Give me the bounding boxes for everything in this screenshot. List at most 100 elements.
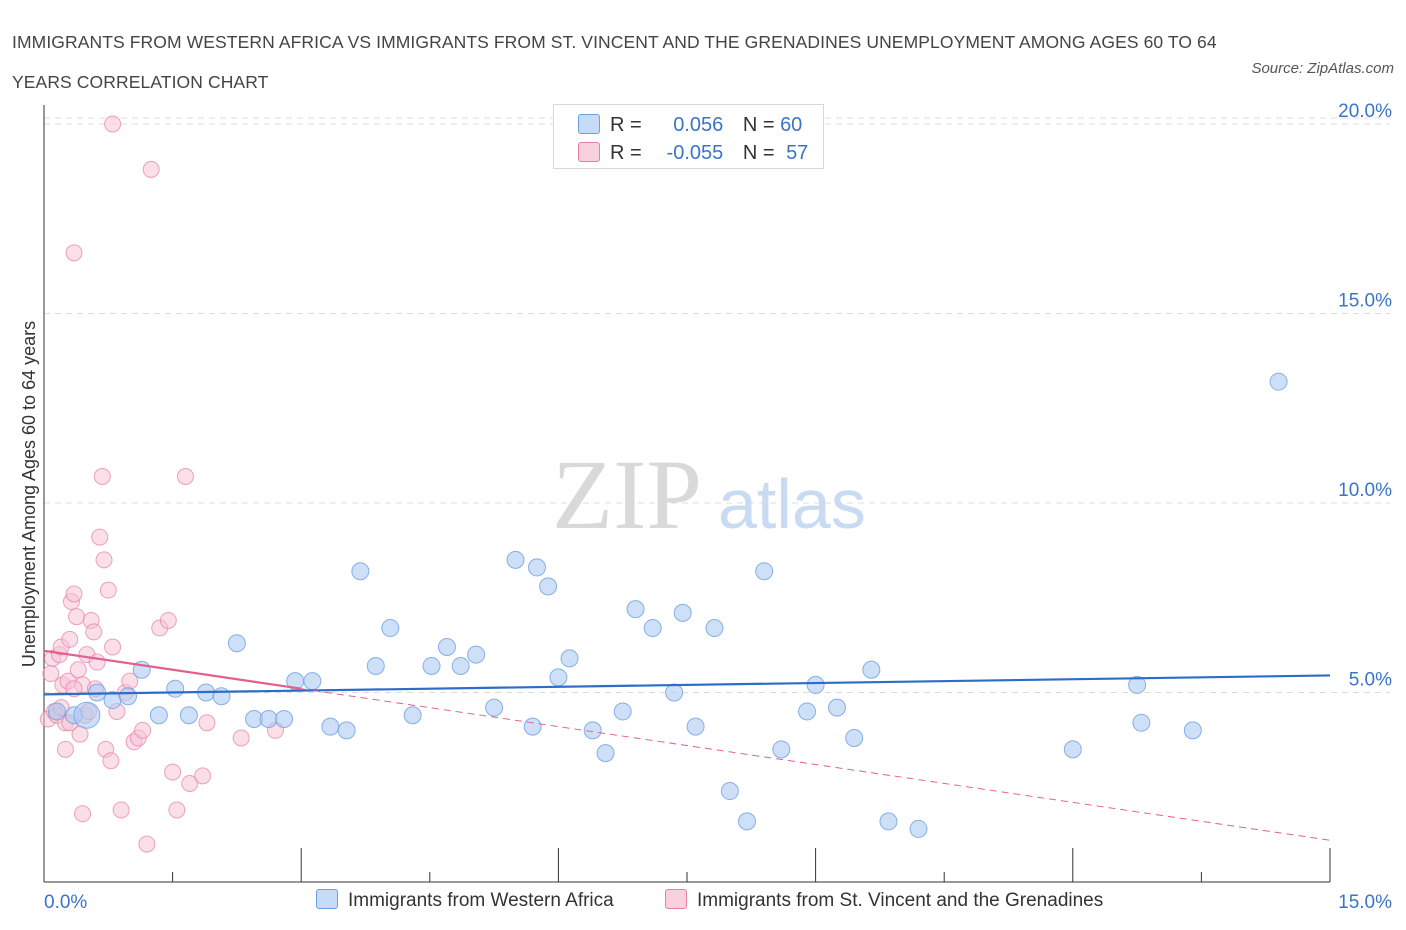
series-pink-points (39, 115, 284, 853)
blue-point (665, 683, 684, 702)
pink-point (102, 752, 120, 770)
source-label: Source: ZipAtlas.com (1251, 60, 1394, 77)
blue-point (806, 675, 825, 694)
bottom-legend-label-pink: Immigrants from St. Vincent and the Gren… (697, 890, 1104, 911)
trend-lines (43, 649, 1331, 841)
blue-point (437, 638, 456, 657)
pink-point (61, 630, 79, 648)
bottom-legend-series1: Immigrants from Western Africa (316, 889, 614, 912)
blue-point (1132, 713, 1151, 732)
pink-point (69, 661, 87, 679)
blue-point (1063, 740, 1082, 759)
watermark: ZIP atlas (552, 439, 866, 550)
blue-point (366, 656, 385, 675)
x-tick-label-min: 0.0% (44, 892, 87, 913)
pink-point (232, 729, 250, 747)
legend-n-value-pink: 57 (786, 142, 809, 164)
blue-point (351, 562, 370, 581)
pink-point (194, 767, 212, 785)
pink-point (104, 638, 122, 656)
blue-point (303, 672, 322, 691)
pink-point (181, 774, 199, 792)
blue-point (506, 550, 525, 569)
watermark-atlas: atlas (718, 465, 866, 543)
pink-point (68, 608, 86, 626)
blue-point (179, 706, 198, 725)
blue-point (583, 721, 602, 740)
pink-point (91, 528, 109, 546)
blue-point (539, 577, 558, 596)
legend-r-value-blue: 0.056 (673, 114, 724, 136)
blue-point (862, 660, 881, 679)
pink-point (56, 740, 74, 758)
blue-point (119, 687, 138, 706)
y-tick-label: 10.0% (1338, 480, 1392, 501)
blue-point (73, 701, 101, 729)
blue-point (1183, 721, 1202, 740)
blue-point (596, 744, 615, 763)
blue-point (686, 717, 705, 736)
blue-point (275, 710, 294, 729)
pink-point (74, 805, 92, 823)
pink-point (42, 665, 60, 683)
trend-line-pink (43, 649, 302, 690)
blue-point (613, 702, 632, 721)
y-tick-label: 20.0% (1338, 101, 1392, 122)
bottom-legend-label-blue: Immigrants from Western Africa (348, 890, 614, 911)
legend-n-label-pink: N = (742, 142, 775, 164)
blue-point (451, 656, 470, 675)
blue-point (643, 619, 662, 638)
blue-point (845, 728, 864, 747)
pink-point (88, 653, 106, 671)
blue-point (1269, 372, 1288, 391)
blue-point (485, 698, 504, 717)
legend-r-value-pink: -0.055 (666, 142, 724, 164)
blue-point (47, 702, 66, 721)
blue-point (909, 819, 928, 838)
pink-point (176, 467, 194, 485)
pink-point (112, 801, 130, 819)
y-axis-label: Unemployment Among Ages 60 to 64 years (19, 321, 39, 667)
blue-point (828, 698, 847, 717)
blue-point (527, 558, 546, 577)
blue-point (798, 702, 817, 721)
legend-row-blue: R = 0.056 N = 60 (578, 111, 802, 139)
blue-point (149, 706, 168, 725)
pink-point (159, 611, 177, 629)
axes (43, 105, 1331, 883)
bottom-legend-swatch-pink (665, 889, 687, 909)
trend-line-blue (43, 674, 1331, 696)
pink-point (99, 581, 117, 599)
pink-point (65, 585, 83, 603)
blue-point (755, 562, 774, 581)
blue-point (259, 710, 278, 729)
blue-point (422, 656, 441, 675)
pink-point (104, 115, 122, 133)
pink-point (85, 623, 103, 641)
x-tick-label-max: 15.0% (1338, 892, 1392, 913)
pink-point (65, 680, 83, 698)
blue-point (227, 634, 246, 653)
bottom-legend-swatch-blue (316, 889, 338, 909)
blue-point (673, 603, 692, 622)
tick-labels: 5.0% 10.0% 15.0% 20.0% 0.0% 15.0% (44, 101, 1392, 913)
blue-point (705, 619, 724, 638)
correlation-legend: R = 0.056 N = 60 R = -0.055 N = 57 (553, 104, 824, 169)
pink-point (168, 801, 186, 819)
pink-point (198, 714, 216, 732)
y-tick-label: 5.0% (1349, 669, 1392, 690)
blue-point (523, 717, 542, 736)
legend-n-value-blue: 60 (780, 114, 803, 136)
blue-point (626, 600, 645, 619)
legend-r-label-blue: R = (610, 114, 642, 136)
blue-point (720, 782, 739, 801)
legend-r-label-pink: R = (610, 142, 642, 164)
blue-point (879, 812, 898, 831)
pink-point (142, 160, 160, 178)
blue-point (212, 687, 231, 706)
blue-point (549, 668, 568, 687)
pink-point (93, 467, 111, 485)
watermark-zip: ZIP (552, 439, 702, 550)
blue-point (1128, 675, 1147, 694)
